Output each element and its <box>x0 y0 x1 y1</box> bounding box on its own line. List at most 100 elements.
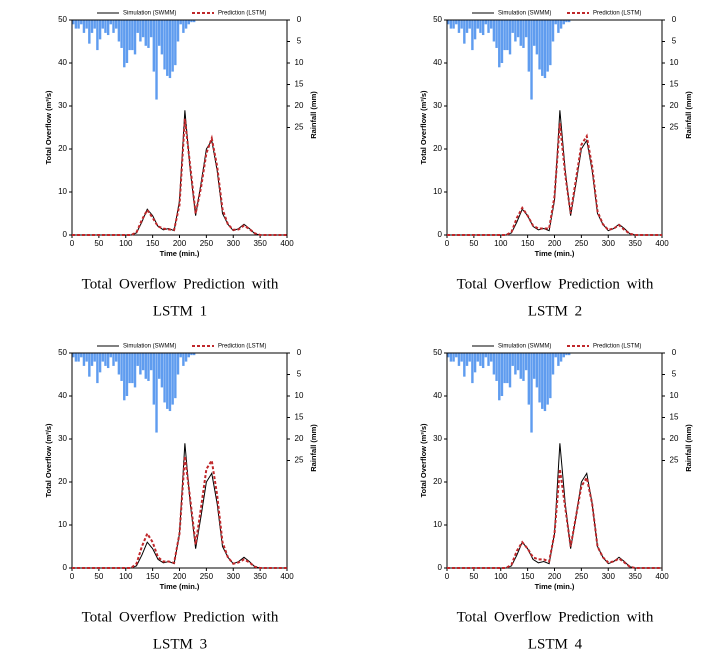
chart-panel: 0 50 100 150 200 250 300 350 400 0 10 20 30 40 50 0 5 10 1… <box>419 11 693 320</box>
y-tick-label: 20 <box>433 477 442 486</box>
y-axis-label: Total Overflow (m³/s) <box>419 90 428 165</box>
rain-bar <box>88 353 91 377</box>
y2-tick-label: 25 <box>670 123 679 132</box>
y-tick-label: 10 <box>433 520 442 529</box>
legend-label: Simulation (SWMM) <box>123 11 176 17</box>
rain-bar <box>495 20 498 48</box>
y2-axis-label: Rainfall (mm) <box>309 424 318 472</box>
y2-tick-label: 20 <box>295 434 304 443</box>
rain-bar <box>487 353 490 366</box>
rain-bar <box>479 353 482 366</box>
x-tick-label: 150 <box>521 239 535 248</box>
rain-bar <box>567 20 571 23</box>
x-tick-label: 200 <box>173 572 187 581</box>
rain-bar <box>455 353 458 358</box>
rain-bar <box>117 20 121 42</box>
chart-panel: 0 50 100 150 200 250 300 350 400 0 10 20 30 40 50 0 5 10 1… <box>44 344 318 653</box>
rain-bar <box>481 20 485 36</box>
rain-bar <box>449 20 453 29</box>
rain-bar <box>109 20 113 25</box>
y2-tick-label: 0 <box>672 15 677 24</box>
x-tick-label: 50 <box>94 239 103 248</box>
rain-bar <box>166 353 169 409</box>
rain-bar <box>519 20 522 46</box>
rain-bar <box>168 20 172 79</box>
series-line <box>72 118 287 236</box>
rain-bar <box>158 353 161 379</box>
rain-bar <box>541 20 544 76</box>
x-tick-label: 100 <box>119 572 133 581</box>
x-tick-label: 250 <box>575 239 589 248</box>
rain-bar <box>514 353 517 375</box>
rain-bar <box>492 353 496 375</box>
rain-bar <box>452 20 455 29</box>
x-tick-label: 350 <box>253 239 267 248</box>
y2-tick-label: 5 <box>297 370 302 379</box>
rain-bar <box>487 20 490 33</box>
rain-bar <box>527 353 531 405</box>
chart-panel: 0 50 100 150 200 250 300 350 400 0 10 20 30 40 50 0 5 10 1… <box>44 11 318 320</box>
rain-bar <box>187 353 190 358</box>
rain-bar <box>514 20 517 42</box>
x-tick-label: 200 <box>548 572 562 581</box>
y2-tick-label: 15 <box>670 80 679 89</box>
x-tick-label: 350 <box>253 572 267 581</box>
x-tick-label: 400 <box>655 572 669 581</box>
legend-label: Prediction (LSTM) <box>218 11 266 17</box>
caption: LSTM 1 <box>153 303 207 319</box>
rain-bar <box>559 20 563 29</box>
rain-bar <box>522 353 525 381</box>
rain-bar <box>541 353 544 409</box>
y2-axis-label: Rainfall (mm) <box>684 91 693 139</box>
y-tick-label: 0 <box>63 563 68 572</box>
rain-bar <box>144 353 147 379</box>
rain-bar <box>557 353 560 366</box>
y-tick-label: 10 <box>58 187 67 196</box>
rain-bar <box>565 20 568 23</box>
rain-bar <box>155 20 158 100</box>
rain-bar <box>533 20 536 46</box>
rain-bar <box>565 353 568 356</box>
rain-bar <box>543 20 547 79</box>
rain-bar <box>149 353 153 371</box>
y-tick-label: 20 <box>58 144 67 153</box>
rain-bar <box>90 353 94 366</box>
rain-bar <box>80 353 83 358</box>
rain-bar <box>123 20 126 68</box>
y-tick-label: 30 <box>58 434 67 443</box>
x-tick-label: 250 <box>200 572 214 581</box>
rain-bar <box>184 353 188 362</box>
x-tick-label: 100 <box>119 239 133 248</box>
x-tick-label: 250 <box>200 239 214 248</box>
rain-bar <box>465 353 469 366</box>
rain-bar <box>511 20 514 33</box>
rain-bar <box>160 20 164 55</box>
rain-bar <box>562 20 565 25</box>
caption: Total Overflow Prediction with <box>82 609 279 625</box>
rain-bar <box>187 20 190 25</box>
y2-tick-label: 5 <box>672 370 677 379</box>
rain-bar <box>176 20 180 42</box>
rain-bar <box>508 353 512 388</box>
rain-bar <box>120 353 123 381</box>
legend-label: Prediction (LSTM) <box>593 11 641 17</box>
y2-tick-label: 20 <box>670 101 679 110</box>
x-tick-label: 350 <box>628 239 642 248</box>
rain-bar <box>101 20 104 29</box>
rain-bar <box>98 353 102 373</box>
rain-bar <box>498 353 501 401</box>
y-tick-label: 50 <box>58 348 67 357</box>
rain-bar <box>179 20 182 25</box>
rain-bar <box>460 20 463 29</box>
y-tick-label: 40 <box>433 58 442 67</box>
rain-bar <box>174 20 177 66</box>
rain-bar <box>468 20 471 29</box>
rain-bar <box>190 20 193 23</box>
legend-label: Prediction (LSTM) <box>218 344 266 350</box>
rain-bar <box>115 353 118 362</box>
x-tick-label: 150 <box>146 572 160 581</box>
y2-tick-label: 25 <box>295 123 304 132</box>
rain-bar <box>492 20 496 42</box>
rain-bar <box>168 353 172 412</box>
rain-bar <box>516 20 520 38</box>
